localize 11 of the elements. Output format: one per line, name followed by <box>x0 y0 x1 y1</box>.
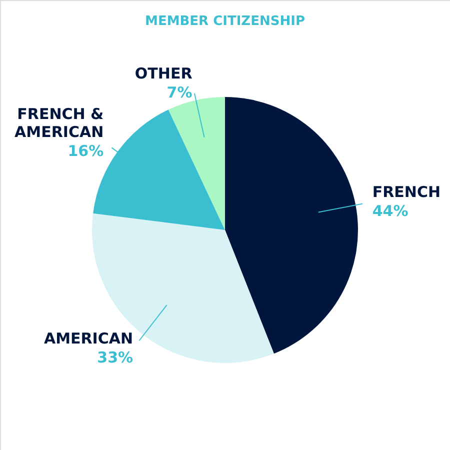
data-label: 44% <box>372 202 408 220</box>
data-label: 33% <box>97 348 134 367</box>
data-label: 7% <box>166 84 192 102</box>
pie-slice <box>168 97 225 230</box>
chart-title: MEMBER CITIZENSHIP <box>145 14 305 29</box>
slice-label: OTHER <box>134 64 193 83</box>
slice-label: AMERICAN <box>44 330 134 348</box>
slice-label: FRENCH & AMERICAN <box>14 104 104 141</box>
data-label: 16% <box>68 142 104 160</box>
pie-slice <box>225 97 358 354</box>
slice-label: FRENCH <box>372 182 441 201</box>
